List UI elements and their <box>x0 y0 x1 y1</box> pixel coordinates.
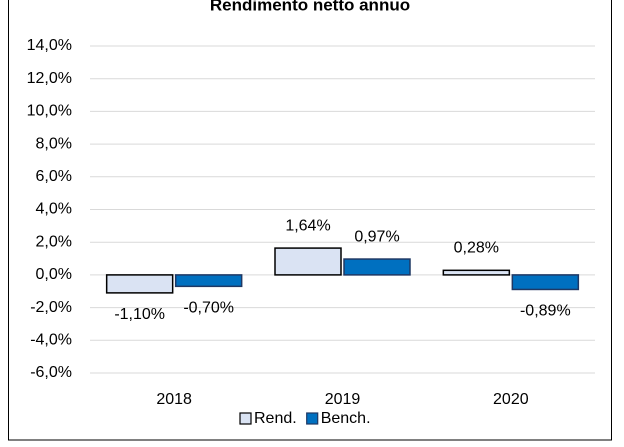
y-tick-label: -6,0% <box>30 364 72 381</box>
bar <box>105 274 174 294</box>
y-tick-label: 4,0% <box>36 201 72 218</box>
y-tick-label: 0,0% <box>36 266 72 283</box>
y-tick-label: -4,0% <box>30 332 72 349</box>
data-label: -1,10% <box>114 306 165 323</box>
y-tick-label: 12,0% <box>27 70 72 87</box>
data-label: 0,97% <box>354 228 399 245</box>
chart-title: Rendimento netto annuo <box>210 0 410 14</box>
bar <box>174 274 243 288</box>
bar <box>511 274 580 291</box>
x-tick-label: 2020 <box>493 391 529 408</box>
y-tick-label: -2,0% <box>30 299 72 316</box>
x-tick-label: 2019 <box>325 391 361 408</box>
legend-label: Bench. <box>321 410 371 427</box>
y-tick-label: 2,0% <box>36 233 72 250</box>
legend-label: Rend. <box>254 410 297 427</box>
data-label: 0,28% <box>454 240 499 257</box>
bar <box>442 269 511 276</box>
data-label: -0,70% <box>183 300 234 317</box>
bar <box>343 258 411 276</box>
chart-border <box>8 0 612 441</box>
legend-swatch <box>306 412 319 425</box>
y-tick-label: 6,0% <box>36 168 72 185</box>
x-tick-label: 2018 <box>156 391 192 408</box>
data-label: 1,64% <box>285 217 330 234</box>
y-tick-label: 10,0% <box>27 103 72 120</box>
y-tick-label: 8,0% <box>36 135 72 152</box>
bar <box>274 247 342 276</box>
data-label: -0,89% <box>520 303 571 320</box>
y-tick-label: 14,0% <box>27 37 72 54</box>
legend-swatch <box>239 412 252 425</box>
